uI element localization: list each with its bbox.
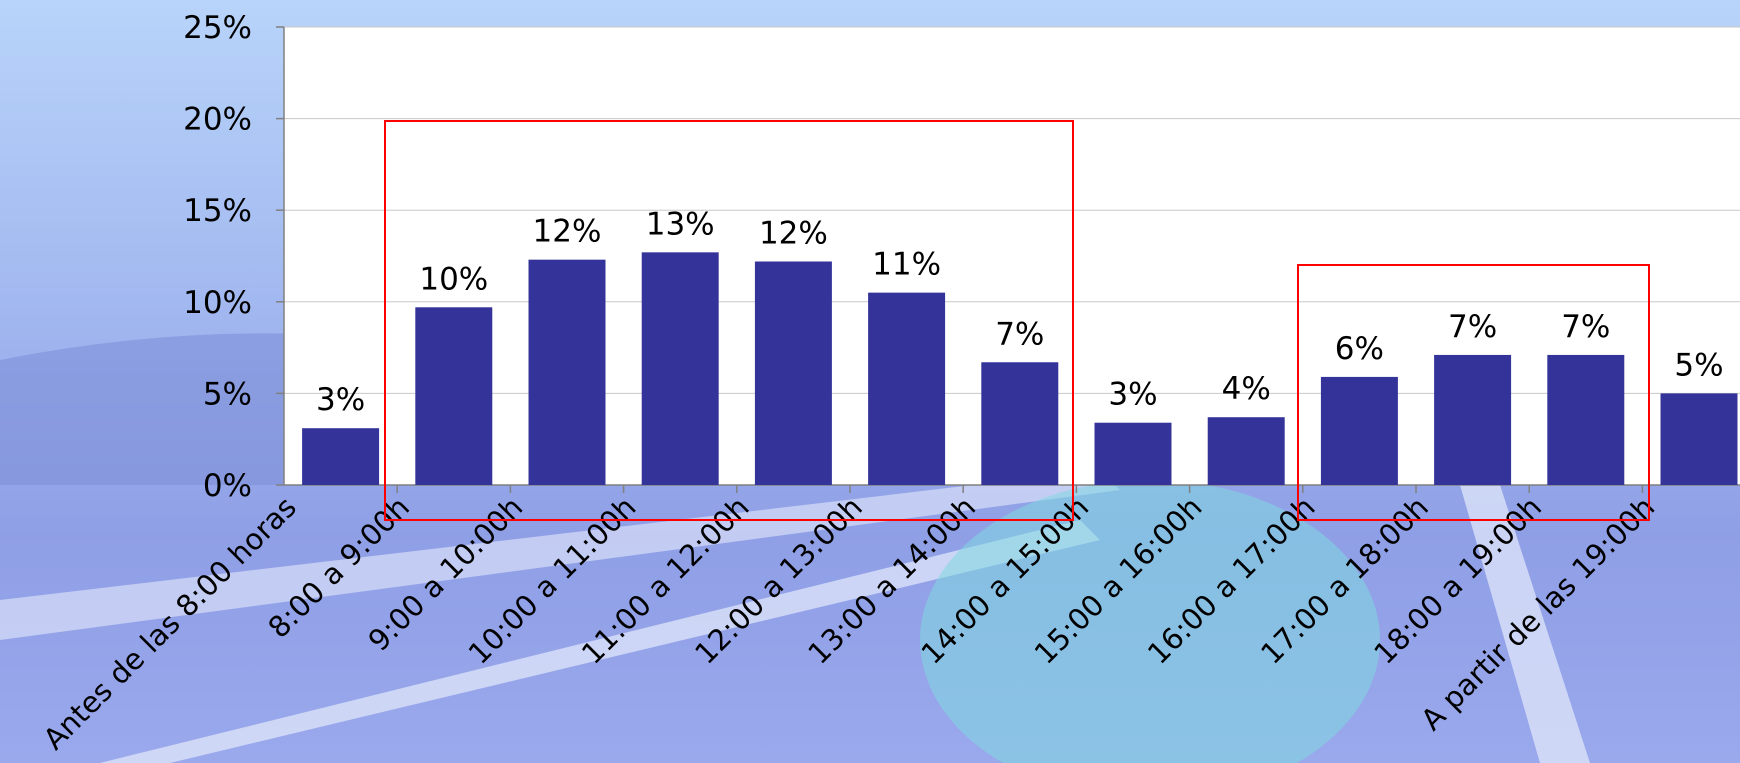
y-tick-label: 0% (203, 468, 252, 504)
y-tick-label: 5% (203, 376, 252, 412)
bar (415, 307, 492, 485)
value-label: 7% (1561, 309, 1610, 345)
bar (1321, 377, 1398, 485)
value-label: 11% (872, 247, 941, 283)
y-tick-label: 15% (183, 193, 252, 229)
value-label: 7% (1448, 309, 1497, 345)
value-label: 7% (995, 316, 1044, 352)
value-label: 3% (316, 382, 365, 418)
value-label: 12% (533, 214, 602, 250)
bar (642, 252, 719, 485)
value-label: 6% (1335, 331, 1384, 367)
bar (868, 293, 945, 485)
bar (302, 428, 379, 485)
value-label: 10% (419, 261, 488, 297)
bar (1661, 393, 1738, 485)
value-label: 3% (1108, 377, 1157, 413)
bar (755, 261, 832, 485)
chart: 0%5%10%15%20%25%Antes de las 8:00 horas3… (0, 0, 1740, 763)
y-tick-label: 20% (183, 102, 252, 138)
bar (1208, 417, 1285, 485)
bar (1434, 355, 1511, 485)
bar (529, 260, 606, 485)
bar (1095, 423, 1172, 485)
value-label: 12% (759, 215, 828, 251)
value-label: 13% (646, 206, 715, 242)
bar (1547, 355, 1624, 485)
value-label: 4% (1222, 371, 1271, 407)
page: {"chart_data": {"type": "bar", "categori… (0, 0, 1740, 763)
value-label: 5% (1674, 347, 1723, 383)
y-tick-label: 10% (183, 285, 252, 321)
y-tick-label: 25% (183, 10, 252, 46)
bar (981, 362, 1058, 485)
